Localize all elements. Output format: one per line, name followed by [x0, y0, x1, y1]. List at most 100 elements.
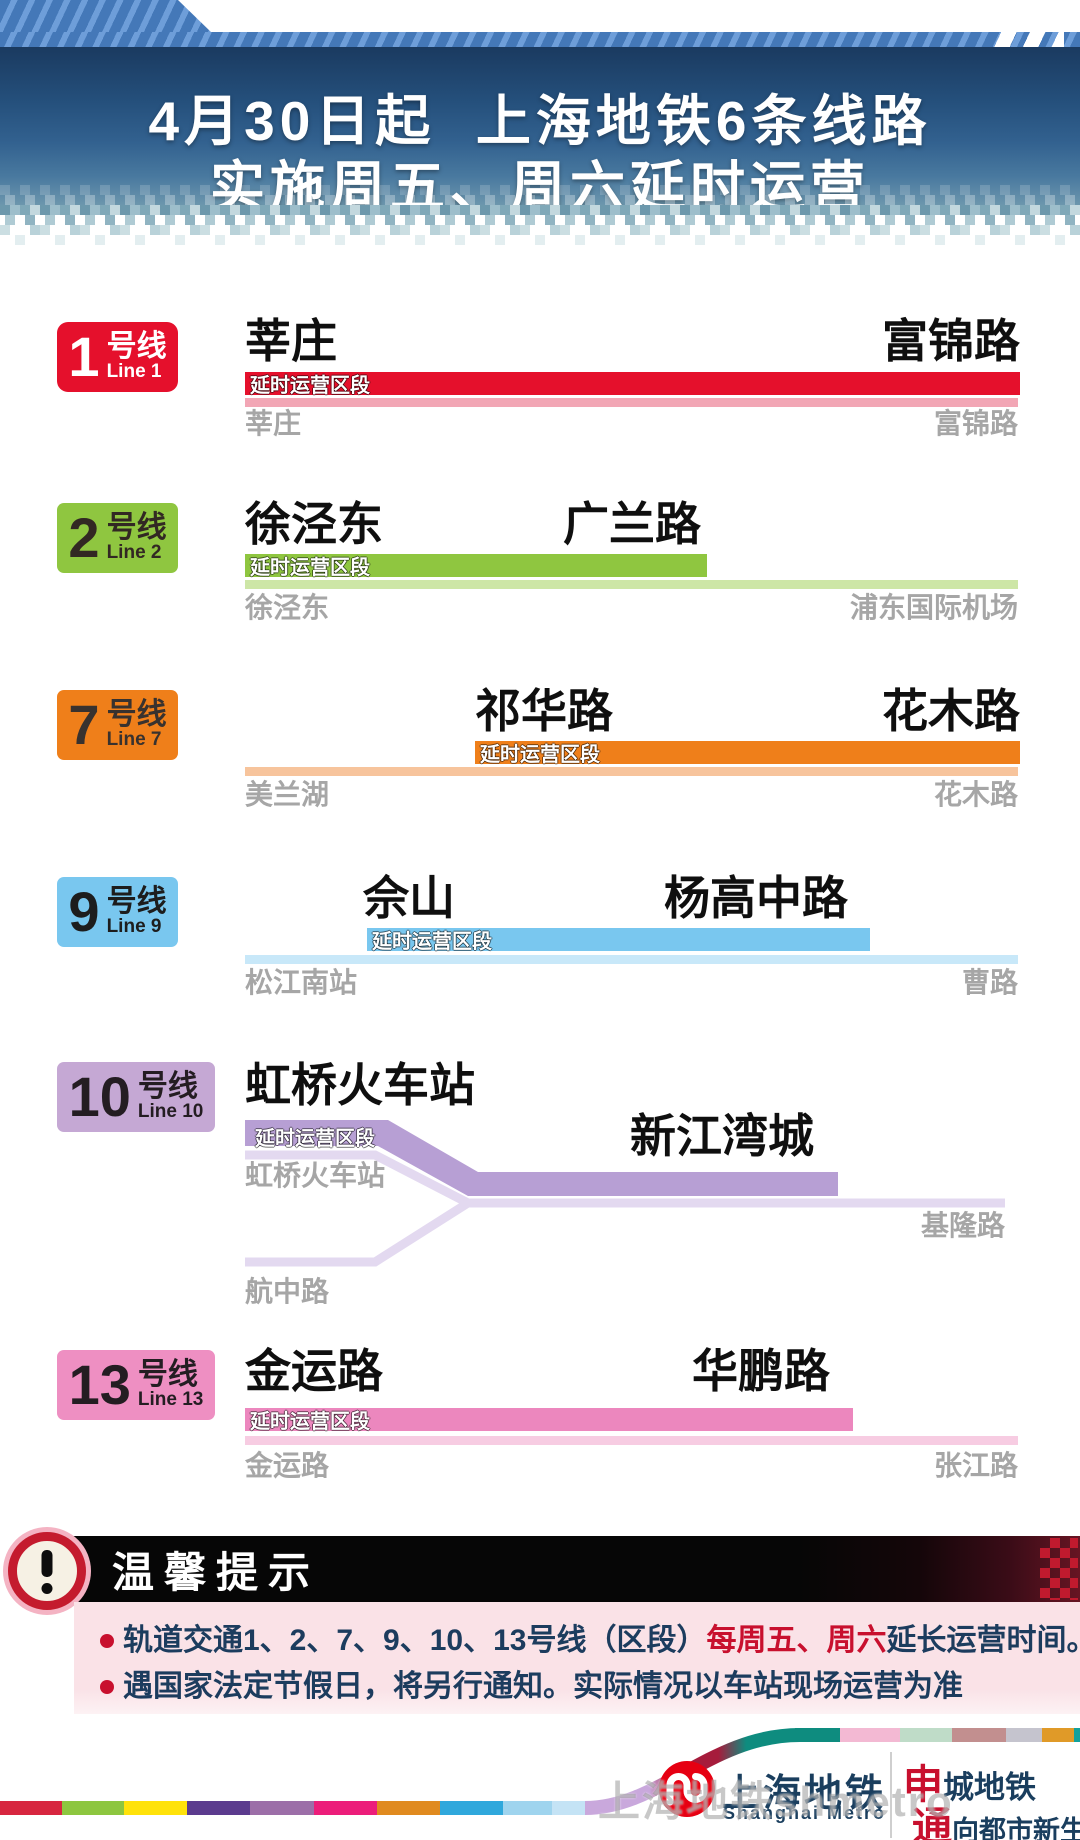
segment-label: 延时运营区段	[480, 744, 600, 766]
metro-logo-chinese: 上海地铁	[722, 1773, 887, 1815]
line-1-extended-segment: 延时运营区段	[245, 372, 1020, 397]
bullet-dot-icon	[100, 1633, 114, 1648]
line-9-suffix: 号线	[106, 884, 167, 918]
station-bold: 金运路	[245, 1345, 383, 1397]
station-gray: 富锦路	[933, 408, 1018, 439]
station-bold: 杨高中路	[664, 872, 848, 924]
tips-bullet-2-text: 遇国家法定节假日，将另行通知。实际情况以车站现场运营为准	[123, 1670, 963, 1703]
tips-bar-checker-decoration	[1040, 1538, 1078, 1600]
station-gray: 松江南站	[245, 967, 358, 998]
watermark: 上海地铁shmetro	[598, 1778, 954, 1825]
station-gray: 张江路	[933, 1450, 1018, 1481]
line-13-english: Line 13	[137, 1389, 204, 1411]
station-gray: 美兰湖	[245, 779, 330, 810]
line-10-extended-segment	[245, 1120, 838, 1196]
header-band	[0, 47, 1080, 205]
header-pixel-row	[0, 195, 1080, 205]
slogan-line-2: 通向都市新生活	[912, 1794, 1080, 1840]
line-1-suffix: 号线	[106, 329, 167, 363]
tips-panel: 轨道交通1、2、7、9、10、13号线（区段） 每周五、周六 延长运营时间。 遇国家…	[74, 1602, 1080, 1714]
line-1-badge: 1 号线 Line 1	[57, 322, 178, 392]
line-2-suffix: 号线	[106, 510, 167, 544]
line-7-number: 7	[68, 693, 100, 756]
line-9-english: Line 9	[106, 916, 162, 938]
station-bold: 广兰路	[563, 498, 701, 550]
station-gray: 曹路	[961, 967, 1018, 998]
header-stripe-strip	[0, 32, 1080, 48]
line-7-badge: 7 号线 Line 7	[57, 690, 178, 760]
header-pixel-row	[0, 225, 1080, 235]
tips-bullet-2: 遇国家法定节假日，将另行通知。实际情况以车站现场运营为准	[100, 1670, 1080, 1703]
footer-top-color-band	[795, 1728, 1080, 1742]
line-1-number: 1	[68, 325, 100, 388]
station-bold: 莘庄	[245, 315, 337, 367]
tips-title: 温馨提示	[112, 1548, 321, 1596]
header-pixel-row	[0, 185, 1080, 195]
line-2-extended-segment: 延时运营区段	[245, 554, 707, 579]
exclamation-icon	[8, 1532, 86, 1610]
line-1-full-line	[245, 398, 1018, 407]
line-10-hangzhonglu-branch-light	[245, 1199, 471, 1267]
line-9-badge: 9 号线 Line 9	[57, 877, 178, 947]
line-2-number: 2	[68, 506, 100, 569]
segment-label: 延时运营区段	[255, 1128, 375, 1150]
slogan-red-char-1: 申	[903, 1762, 943, 1807]
header-pixel-row	[0, 205, 1080, 215]
station-gray: 徐泾东	[245, 592, 330, 623]
tips-bullet-1: 轨道交通1、2、7、9、10、13号线（区段） 每周五、周六 延长运营时间。	[100, 1624, 1080, 1657]
station-gray: 虹桥火车站	[245, 1160, 386, 1191]
line-13-full-line	[245, 1436, 1018, 1445]
header-stripe-gaps	[988, 32, 1064, 48]
footer-bottom-color-band	[0, 1801, 585, 1815]
slogan-text-2: 向都市新生活	[952, 1816, 1080, 1840]
line-7-suffix: 号线	[106, 697, 167, 731]
station-gray: 基隆路	[920, 1210, 1005, 1241]
header-pixel-row	[0, 215, 1080, 225]
line-2-badge: 2 号线 Line 2	[57, 503, 178, 573]
line-7-extended-segment: 延时运营区段	[475, 741, 1020, 766]
segment-label: 延时运营区段	[372, 931, 492, 953]
tips-bullet-1-tail: 延长运营时间。	[886, 1624, 1080, 1657]
slogan-red-char-2: 通	[912, 1804, 952, 1840]
station-bold: 华鹏路	[692, 1345, 830, 1397]
line-13-suffix: 号线	[137, 1357, 198, 1391]
line-10-main-branch-light	[245, 1150, 1005, 1208]
station-gray: 浦东国际机场	[849, 592, 1018, 623]
station-gray: 花木路	[933, 779, 1018, 810]
line-10-english: Line 10	[137, 1101, 204, 1123]
line-2-english: Line 2	[106, 542, 162, 564]
station-gray: 莘庄	[245, 408, 302, 439]
line-9-number: 9	[68, 880, 100, 943]
line-1-english: Line 1	[106, 361, 162, 383]
line-10-branch-diagram	[245, 1120, 1005, 1267]
station-bold: 徐泾东	[245, 498, 383, 550]
segment-label: 延时运营区段	[250, 557, 370, 579]
bullet-dot-icon	[100, 1679, 114, 1694]
line-9-full-line	[245, 955, 1018, 964]
header-stripe-tab	[0, 0, 212, 33]
segment-label: 延时运营区段	[250, 1411, 370, 1433]
slogan-line-1: 申城地铁	[903, 1752, 1036, 1810]
line-10-number: 10	[68, 1065, 131, 1128]
station-bold: 新江湾城	[630, 1110, 814, 1162]
line-2-full-line	[245, 580, 1018, 589]
tips-title-bar: 温馨提示	[70, 1536, 1080, 1602]
line-10-suffix: 号线	[137, 1069, 198, 1103]
line-7-full-line	[245, 767, 1018, 776]
line-9-extended-segment: 延时运营区段	[367, 928, 870, 953]
station-bold: 佘山	[363, 872, 455, 924]
station-bold: 富锦路	[882, 315, 1020, 367]
footer-divider	[890, 1752, 892, 1838]
line-7-english: Line 7	[106, 729, 162, 751]
header-pixel-row	[0, 235, 1080, 245]
shanghai-metro-logo-icon	[659, 1761, 715, 1817]
tips-bullet-1-text: 轨道交通1、2、7、9、10、13号线（区段）	[123, 1624, 707, 1657]
poster-title-line1: 4月30日起 上海地铁6条线路	[148, 90, 932, 152]
tips-bullet-1-highlight: 每周五、周六	[706, 1624, 887, 1657]
station-bold: 虹桥火车站	[245, 1059, 475, 1111]
station-gray: 金运路	[245, 1450, 330, 1481]
station-gray: 航中路	[245, 1276, 330, 1307]
line-13-number: 13	[68, 1353, 131, 1416]
line-10-badge: 10 号线 Line 10	[57, 1062, 215, 1132]
